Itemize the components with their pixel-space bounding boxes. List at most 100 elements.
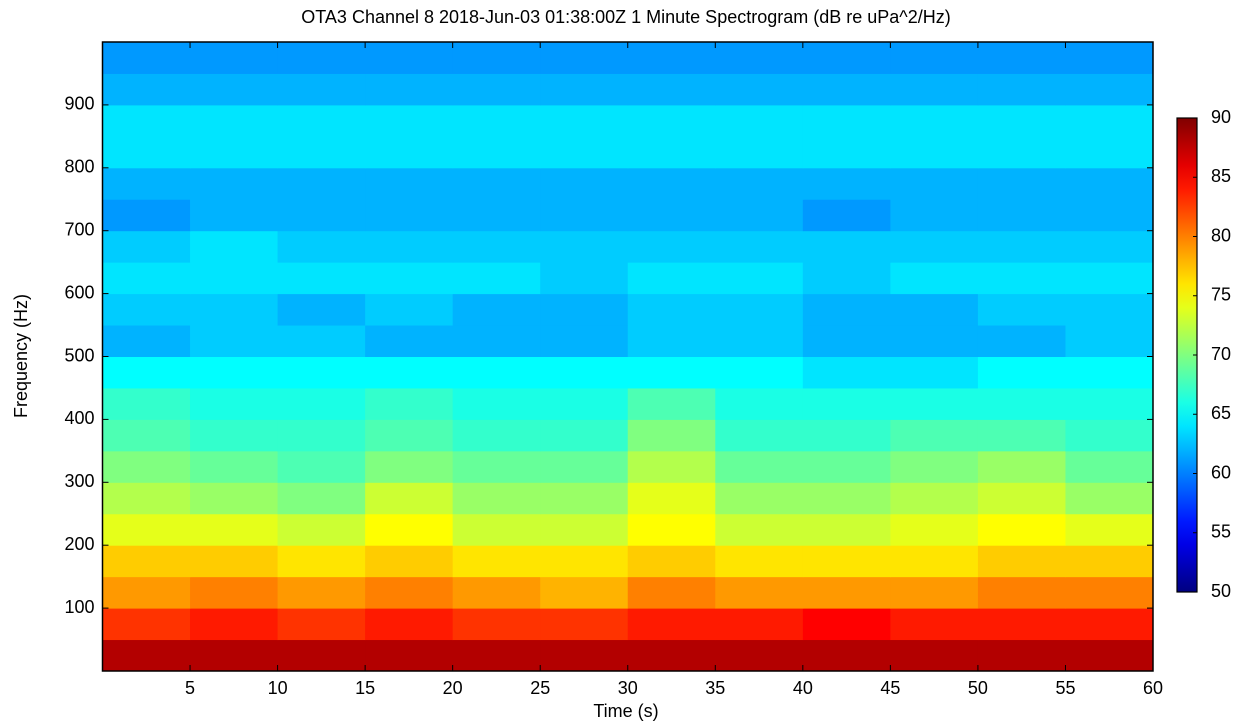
spectrogram-cell bbox=[277, 293, 366, 326]
spectrogram-cell bbox=[977, 387, 1066, 420]
spectrogram-cell bbox=[102, 419, 191, 452]
spectrogram-cell bbox=[627, 293, 716, 326]
spectrogram-cell bbox=[277, 545, 366, 578]
spectrogram-cell bbox=[802, 199, 891, 232]
spectrogram-cell bbox=[365, 450, 454, 483]
spectrogram-cell bbox=[977, 482, 1066, 515]
spectrogram-cell bbox=[452, 42, 541, 74]
colorbar-tick-label: 75 bbox=[1211, 285, 1231, 305]
spectrogram-cell bbox=[802, 419, 891, 452]
colorbar-tick-label: 60 bbox=[1211, 462, 1231, 482]
spectrogram-cell bbox=[190, 387, 279, 420]
spectrogram-cell bbox=[1065, 545, 1154, 578]
spectrogram-cell bbox=[190, 325, 279, 357]
spectrogram-cell bbox=[715, 639, 804, 672]
spectrogram-cell bbox=[715, 293, 804, 326]
x-tick-label: 5 bbox=[185, 678, 195, 698]
spectrogram-cell bbox=[977, 230, 1066, 263]
spectrogram-cell bbox=[1065, 104, 1154, 137]
spectrogram-cell bbox=[802, 73, 891, 106]
spectrogram-cell bbox=[890, 73, 979, 106]
spectrogram-cell bbox=[715, 262, 804, 295]
spectrogram-cell bbox=[715, 608, 804, 641]
y-tick-label: 600 bbox=[64, 282, 94, 302]
spectrogram-cell bbox=[190, 199, 279, 232]
spectrogram-cell bbox=[102, 639, 191, 672]
x-tick-label: 10 bbox=[268, 678, 288, 698]
spectrogram-cell bbox=[102, 482, 191, 515]
spectrogram-cell bbox=[802, 230, 891, 263]
spectrogram-cell bbox=[627, 576, 716, 609]
spectrogram-cell bbox=[890, 450, 979, 483]
colorbar-tick-label: 80 bbox=[1211, 225, 1231, 245]
spectrogram-cell bbox=[715, 325, 804, 357]
spectrogram-cell bbox=[452, 199, 541, 232]
spectrogram-cell bbox=[540, 639, 629, 672]
spectrogram-cell bbox=[190, 356, 279, 389]
spectrogram-cell bbox=[890, 356, 979, 389]
spectrogram-cell bbox=[1065, 199, 1154, 232]
spectrogram-cell bbox=[365, 419, 454, 452]
spectrogram-cell bbox=[627, 73, 716, 106]
colorbar-tick-label: 90 bbox=[1211, 107, 1231, 127]
spectrogram-cell bbox=[190, 576, 279, 609]
spectrogram-cell bbox=[802, 450, 891, 483]
spectrogram-cell bbox=[802, 639, 891, 672]
spectrogram-cell bbox=[540, 136, 629, 169]
spectrogram-cell bbox=[890, 387, 979, 420]
spectrogram-cell bbox=[802, 104, 891, 137]
spectrogram-cell bbox=[277, 42, 366, 74]
spectrogram-cell bbox=[452, 387, 541, 420]
spectrogram-cell bbox=[890, 104, 979, 137]
x-tick-label: 20 bbox=[443, 678, 463, 698]
spectrogram-cell bbox=[365, 482, 454, 515]
spectrogram-cell bbox=[890, 199, 979, 232]
spectrogram-cell bbox=[277, 482, 366, 515]
spectrogram-cell bbox=[802, 608, 891, 641]
spectrogram-cell bbox=[365, 387, 454, 420]
spectrogram-cell bbox=[627, 482, 716, 515]
spectrogram-cell bbox=[977, 419, 1066, 452]
spectrogram-cell bbox=[365, 293, 454, 326]
chart-title: OTA3 Channel 8 2018-Jun-03 01:38:00Z 1 M… bbox=[301, 7, 950, 27]
spectrogram-cell bbox=[540, 356, 629, 389]
spectrogram-cell bbox=[715, 513, 804, 546]
spectrogram-cell bbox=[890, 608, 979, 641]
spectrogram-cell bbox=[802, 136, 891, 169]
spectrogram-cell bbox=[890, 262, 979, 295]
spectrogram-cell bbox=[890, 513, 979, 546]
spectrogram-cell bbox=[277, 419, 366, 452]
spectrogram-cell bbox=[715, 42, 804, 74]
spectrogram-cell bbox=[627, 419, 716, 452]
spectrogram-cell bbox=[452, 262, 541, 295]
spectrogram-cell bbox=[365, 42, 454, 74]
spectrogram-cell bbox=[190, 136, 279, 169]
spectrogram-cell bbox=[977, 608, 1066, 641]
spectrogram-cell bbox=[802, 576, 891, 609]
spectrogram-cell bbox=[190, 608, 279, 641]
colorbar-tick-label: 50 bbox=[1211, 581, 1231, 601]
spectrogram-cell bbox=[802, 293, 891, 326]
spectrogram-cell bbox=[190, 104, 279, 137]
spectrogram-cell bbox=[1065, 230, 1154, 263]
spectrogram-cell bbox=[277, 608, 366, 641]
spectrogram-cell bbox=[890, 293, 979, 326]
y-tick-label: 200 bbox=[64, 534, 94, 554]
spectrogram-cell bbox=[1065, 136, 1154, 169]
spectrogram-cell bbox=[277, 73, 366, 106]
spectrogram-cell bbox=[1065, 356, 1154, 389]
spectrogram-cell bbox=[627, 104, 716, 137]
spectrogram-cell bbox=[190, 73, 279, 106]
x-tick-label: 25 bbox=[530, 678, 550, 698]
spectrogram-cell bbox=[890, 639, 979, 672]
spectrogram-cell bbox=[1065, 639, 1154, 672]
spectrogram-cell bbox=[190, 482, 279, 515]
spectrogram-cell bbox=[277, 262, 366, 295]
spectrogram-cell bbox=[890, 482, 979, 515]
spectrogram-cell bbox=[102, 356, 191, 389]
spectrogram-cell bbox=[452, 608, 541, 641]
spectrogram-cell bbox=[802, 513, 891, 546]
spectrogram-cell bbox=[890, 42, 979, 74]
spectrogram-cell bbox=[365, 325, 454, 357]
